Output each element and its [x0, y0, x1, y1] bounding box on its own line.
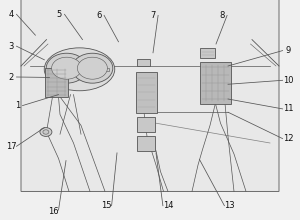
Text: 7: 7	[150, 11, 156, 20]
Text: 16: 16	[48, 207, 59, 216]
Text: 2: 2	[9, 73, 14, 81]
FancyBboxPatch shape	[103, 68, 109, 71]
Text: 6: 6	[96, 11, 102, 20]
Text: 4: 4	[9, 10, 14, 19]
Text: 15: 15	[101, 201, 112, 210]
FancyBboxPatch shape	[200, 48, 215, 58]
FancyBboxPatch shape	[137, 59, 150, 66]
FancyBboxPatch shape	[200, 62, 231, 104]
Circle shape	[43, 130, 49, 134]
Text: 3: 3	[9, 42, 14, 51]
Text: 8: 8	[219, 11, 225, 20]
Circle shape	[52, 57, 82, 79]
FancyBboxPatch shape	[136, 72, 157, 113]
Text: 13: 13	[224, 201, 235, 210]
FancyBboxPatch shape	[137, 117, 155, 132]
Text: 10: 10	[283, 76, 293, 85]
Text: 12: 12	[283, 134, 293, 143]
Text: 17: 17	[6, 142, 17, 151]
Circle shape	[40, 128, 52, 136]
Circle shape	[46, 53, 87, 83]
Ellipse shape	[44, 48, 115, 91]
Circle shape	[77, 57, 107, 79]
Text: 9: 9	[285, 46, 291, 55]
Text: 5: 5	[57, 10, 62, 19]
Text: 14: 14	[163, 201, 173, 210]
Circle shape	[72, 53, 113, 83]
Text: 1: 1	[15, 101, 20, 110]
FancyBboxPatch shape	[45, 68, 68, 97]
Polygon shape	[21, 0, 279, 191]
FancyBboxPatch shape	[137, 136, 155, 151]
Text: 11: 11	[283, 104, 293, 113]
